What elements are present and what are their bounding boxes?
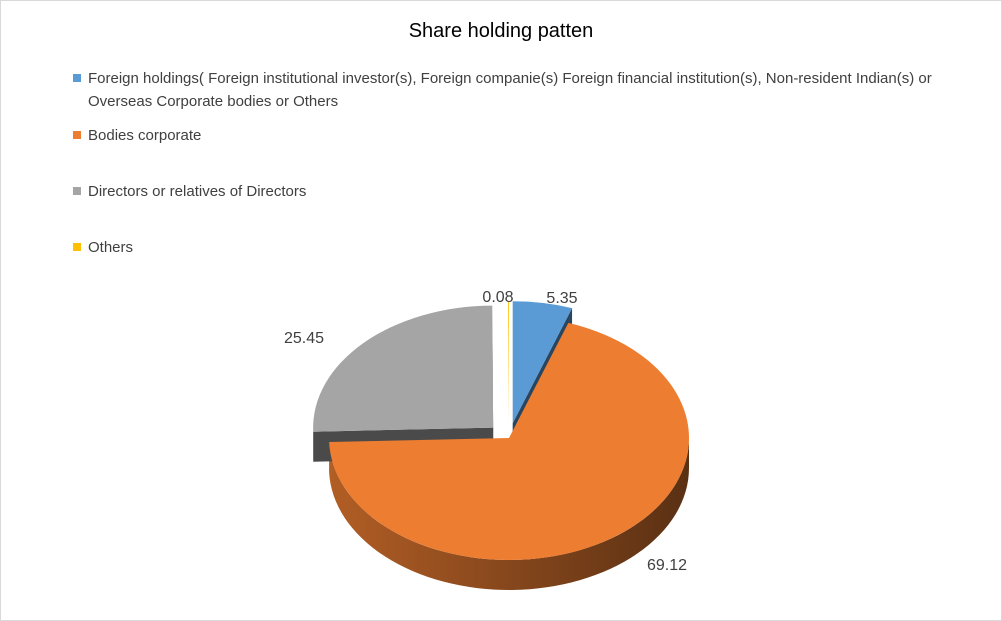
legend-swatch-foreign-holdings — [73, 74, 81, 82]
chart-title: Share holding patten — [408, 20, 594, 42]
legend-label-directors: Directors or relatives of Directors — [88, 183, 307, 200]
legend-label-bodies-corporate: Bodies corporate — [88, 127, 202, 144]
pie-tops — [313, 301, 690, 560]
legend-label-others: Others — [88, 239, 134, 256]
data-label-directors: 25.45 — [284, 330, 324, 347]
data-label-foreign-holdings: 5.35 — [546, 290, 577, 307]
legend-entry-foreign-holdings: Foreign holdings( Foreign institutional … — [73, 67, 953, 113]
pie-slice-foreign-holdings — [512, 301, 573, 424]
legend-swatch-bodies-corporate — [73, 131, 81, 139]
data-label-bodies-corporate: 69.12 — [647, 557, 687, 574]
pie-slice-bodies-corporate — [329, 322, 690, 560]
legend-entry-directors: Directors or relatives of Directors — [73, 180, 953, 203]
legend-swatch-others — [73, 243, 81, 251]
pie-side-bodies-corporate — [329, 438, 689, 590]
legend-entry-others: Others — [73, 236, 953, 259]
legend-entry-bodies-corporate: Bodies corporate — [73, 124, 953, 147]
pie-slice-directors — [313, 305, 494, 432]
legend-swatch-directors — [73, 187, 81, 195]
legend-label-foreign-holdings: Foreign holdings( Foreign institutional … — [88, 70, 932, 110]
pie-slice-others — [508, 301, 509, 424]
data-label-others: 0.08 — [482, 289, 513, 306]
